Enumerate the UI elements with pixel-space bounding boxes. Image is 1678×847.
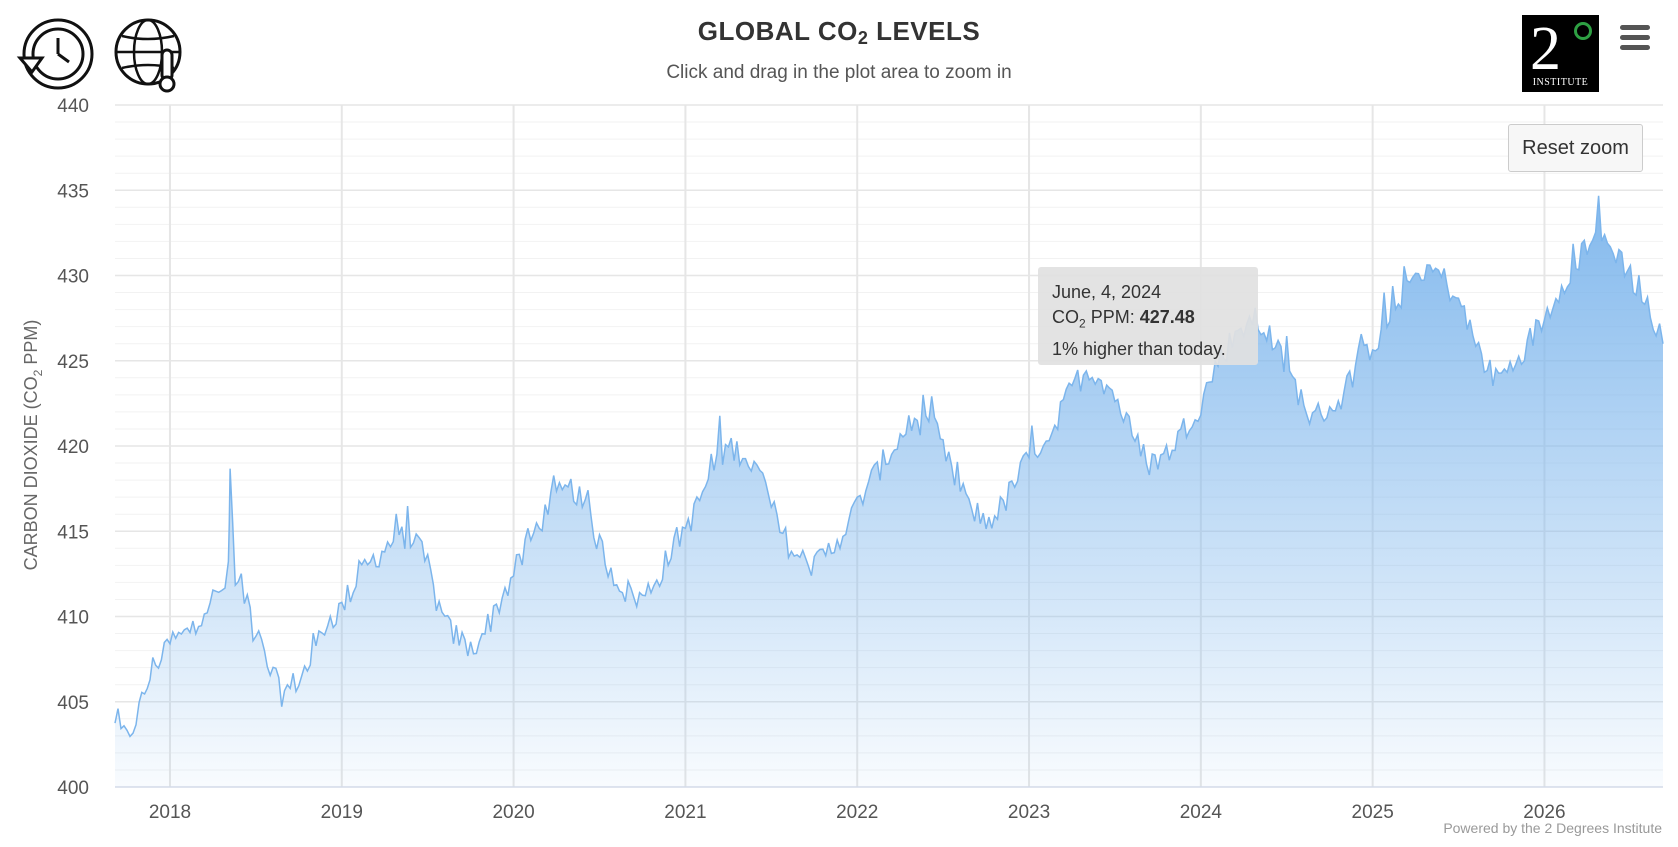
degree-circle-icon bbox=[1574, 22, 1592, 40]
y-tick-label: 440 bbox=[57, 96, 89, 117]
globe-thermometer-icon[interactable] bbox=[112, 14, 190, 93]
x-tick-label: 2020 bbox=[492, 802, 534, 823]
x-tick-label: 2018 bbox=[149, 802, 191, 823]
y-axis-tick-labels: 400 405 410 415 420 425 430 435 440 bbox=[57, 96, 89, 799]
x-tick-label: 2025 bbox=[1352, 802, 1394, 823]
x-tick-label: 2022 bbox=[836, 802, 878, 823]
y-axis-title: CARBON DIOXIDE (CO2 PPM) bbox=[21, 320, 45, 571]
tooltip-comparison: 1% higher than today. bbox=[1052, 338, 1226, 359]
hamburger-menu-icon[interactable] bbox=[1620, 25, 1650, 53]
data-tooltip: June, 4, 2024 CO2 PPM: 427.48 1% higher … bbox=[1038, 267, 1258, 365]
logo-digit: 2 bbox=[1530, 15, 1561, 83]
chart-subtitle: Click and drag in the plot area to zoom … bbox=[666, 62, 1012, 83]
x-tick-label: 2024 bbox=[1180, 802, 1223, 823]
history-clock-icon[interactable] bbox=[16, 14, 94, 92]
y-tick-label: 410 bbox=[57, 608, 89, 629]
co2-area-fill bbox=[115, 195, 1663, 788]
institute-logo[interactable]: 2 INSTITUTE bbox=[1522, 15, 1599, 92]
x-tick-label: 2026 bbox=[1523, 802, 1565, 823]
y-tick-label: 420 bbox=[57, 437, 89, 458]
y-tick-label: 405 bbox=[57, 693, 89, 714]
x-tick-label: 2023 bbox=[1008, 802, 1050, 823]
credits-link[interactable]: Powered by the 2 Degrees Institute bbox=[1443, 820, 1662, 836]
chart-title: GLOBAL CO2 LEVELS bbox=[697, 16, 981, 48]
tooltip-value-row: CO2 PPM: 427.48 bbox=[1052, 307, 1195, 331]
x-tick-label: 2019 bbox=[321, 802, 363, 823]
y-tick-label: 415 bbox=[57, 522, 89, 543]
tooltip-date: June, 4, 2024 bbox=[1052, 282, 1162, 302]
y-tick-label: 435 bbox=[57, 181, 89, 202]
co2-series-line[interactable] bbox=[114, 195, 1664, 738]
y-tick-label: 430 bbox=[57, 267, 89, 288]
y-tick-label: 425 bbox=[57, 352, 89, 373]
y-tick-label: 400 bbox=[57, 778, 89, 799]
logo-word: INSTITUTE bbox=[1532, 77, 1589, 88]
tooltip-value: 427.48 bbox=[1139, 307, 1195, 327]
reset-zoom-button[interactable]: Reset zoom bbox=[1508, 124, 1643, 172]
x-tick-label: 2021 bbox=[664, 802, 706, 823]
x-axis-tick-labels: 2018 2019 2020 2021 2022 2023 2024 2025 2026 bbox=[149, 802, 1566, 823]
